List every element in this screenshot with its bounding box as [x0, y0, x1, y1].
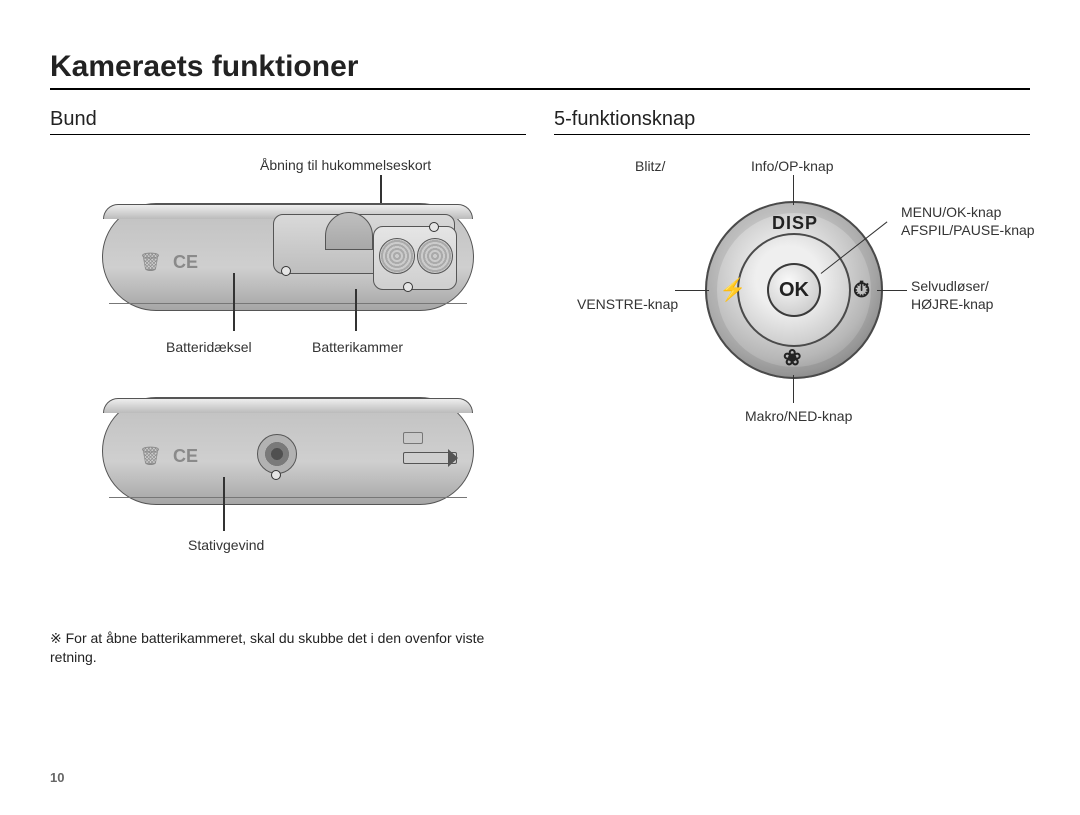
macro-icon: ❀ — [783, 345, 801, 371]
ok-button-label-1: MENU/OK-knap — [901, 203, 1001, 221]
camera-body-closed: 🗑 CE — [102, 397, 474, 505]
leader-left — [675, 290, 709, 291]
ok-button-glyph: OK — [767, 263, 821, 317]
left-column: Bund Åbning til hukommelseskort 🗑 CE — [50, 108, 526, 667]
camera-bottom-open-figure: Åbning til hukommelseskort 🗑 CE — [50, 157, 526, 377]
disp-label-glyph: DISP — [772, 213, 818, 234]
right-column: 5-funktionsknap DISP OK ⚡ ⏱ ❀ Info/OP-kn… — [554, 108, 1030, 667]
callout-dot-chamber — [403, 282, 413, 292]
leader-down — [793, 375, 794, 403]
camera-foot-line — [109, 303, 467, 304]
ce-mark-icon-2: CE — [173, 446, 198, 467]
two-column-layout: Bund Åbning til hukommelseskort 🗑 CE — [50, 108, 1030, 667]
up-button-label: Info/OP-knap — [751, 157, 834, 175]
leader-up — [793, 175, 794, 205]
ok-button-label-2: AFSPIL/PAUSE-knap — [901, 221, 1035, 239]
tripod-socket — [257, 434, 297, 474]
callout-dot-slot — [429, 222, 439, 232]
battery-chamber-label: Batterikammer — [312, 339, 403, 355]
down-button-label: Makro/NED-knap — [745, 407, 852, 425]
left-button-label-2: VENSTRE-knap — [577, 295, 678, 313]
left-heading: Bund — [50, 108, 526, 135]
right-button-label-1: Selvudløser/ — [911, 277, 989, 295]
trash-icon: 🗑 — [139, 252, 162, 273]
slide-arrow-icon — [403, 452, 457, 464]
leader-right — [877, 290, 907, 291]
right-heading: 5-funktionsknap — [554, 108, 1030, 135]
manual-page: Kameraets funktioner Bund Åbning til huk… — [0, 0, 1080, 815]
trash-icon-2: 🗑 — [139, 446, 162, 467]
right-button-label-2: HØJRE-knap — [911, 295, 993, 313]
camera-bottom-closed-figure: 🗑 CE Stativgevind — [50, 387, 526, 587]
memory-slot-label: Åbning til hukommelseskort — [260, 157, 431, 173]
battery-spring-2 — [417, 238, 453, 274]
door-icon — [403, 432, 423, 444]
battery-cover-label: Batteridæksel — [166, 339, 252, 355]
camera-foot-line-2 — [109, 497, 467, 498]
callout-dot-tripod — [271, 470, 281, 480]
tripod-label: Stativgevind — [188, 537, 264, 553]
page-number: 10 — [50, 770, 64, 785]
page-title: Kameraets funktioner — [50, 50, 1030, 90]
left-button-label-1: Blitz/ — [635, 157, 665, 175]
callout-dot-cover — [281, 266, 291, 276]
leader-tripod — [223, 477, 225, 531]
timer-icon: ⏱ — [853, 277, 870, 303]
camera-rim-2 — [103, 398, 473, 413]
flash-icon: ⚡ — [719, 277, 746, 303]
leader-battery-chamber — [355, 289, 357, 331]
leader-battery-cover — [233, 273, 235, 331]
camera-body-open: 🗑 CE — [102, 203, 474, 311]
battery-open-note: ※ For at åbne batterikammeret, skal du s… — [50, 629, 526, 667]
five-way-dial-figure: DISP OK ⚡ ⏱ ❀ Info/OP-knap MENU/OK-knap … — [577, 157, 1007, 427]
battery-spring-1 — [379, 238, 415, 274]
ce-mark-icon: CE — [173, 252, 198, 273]
